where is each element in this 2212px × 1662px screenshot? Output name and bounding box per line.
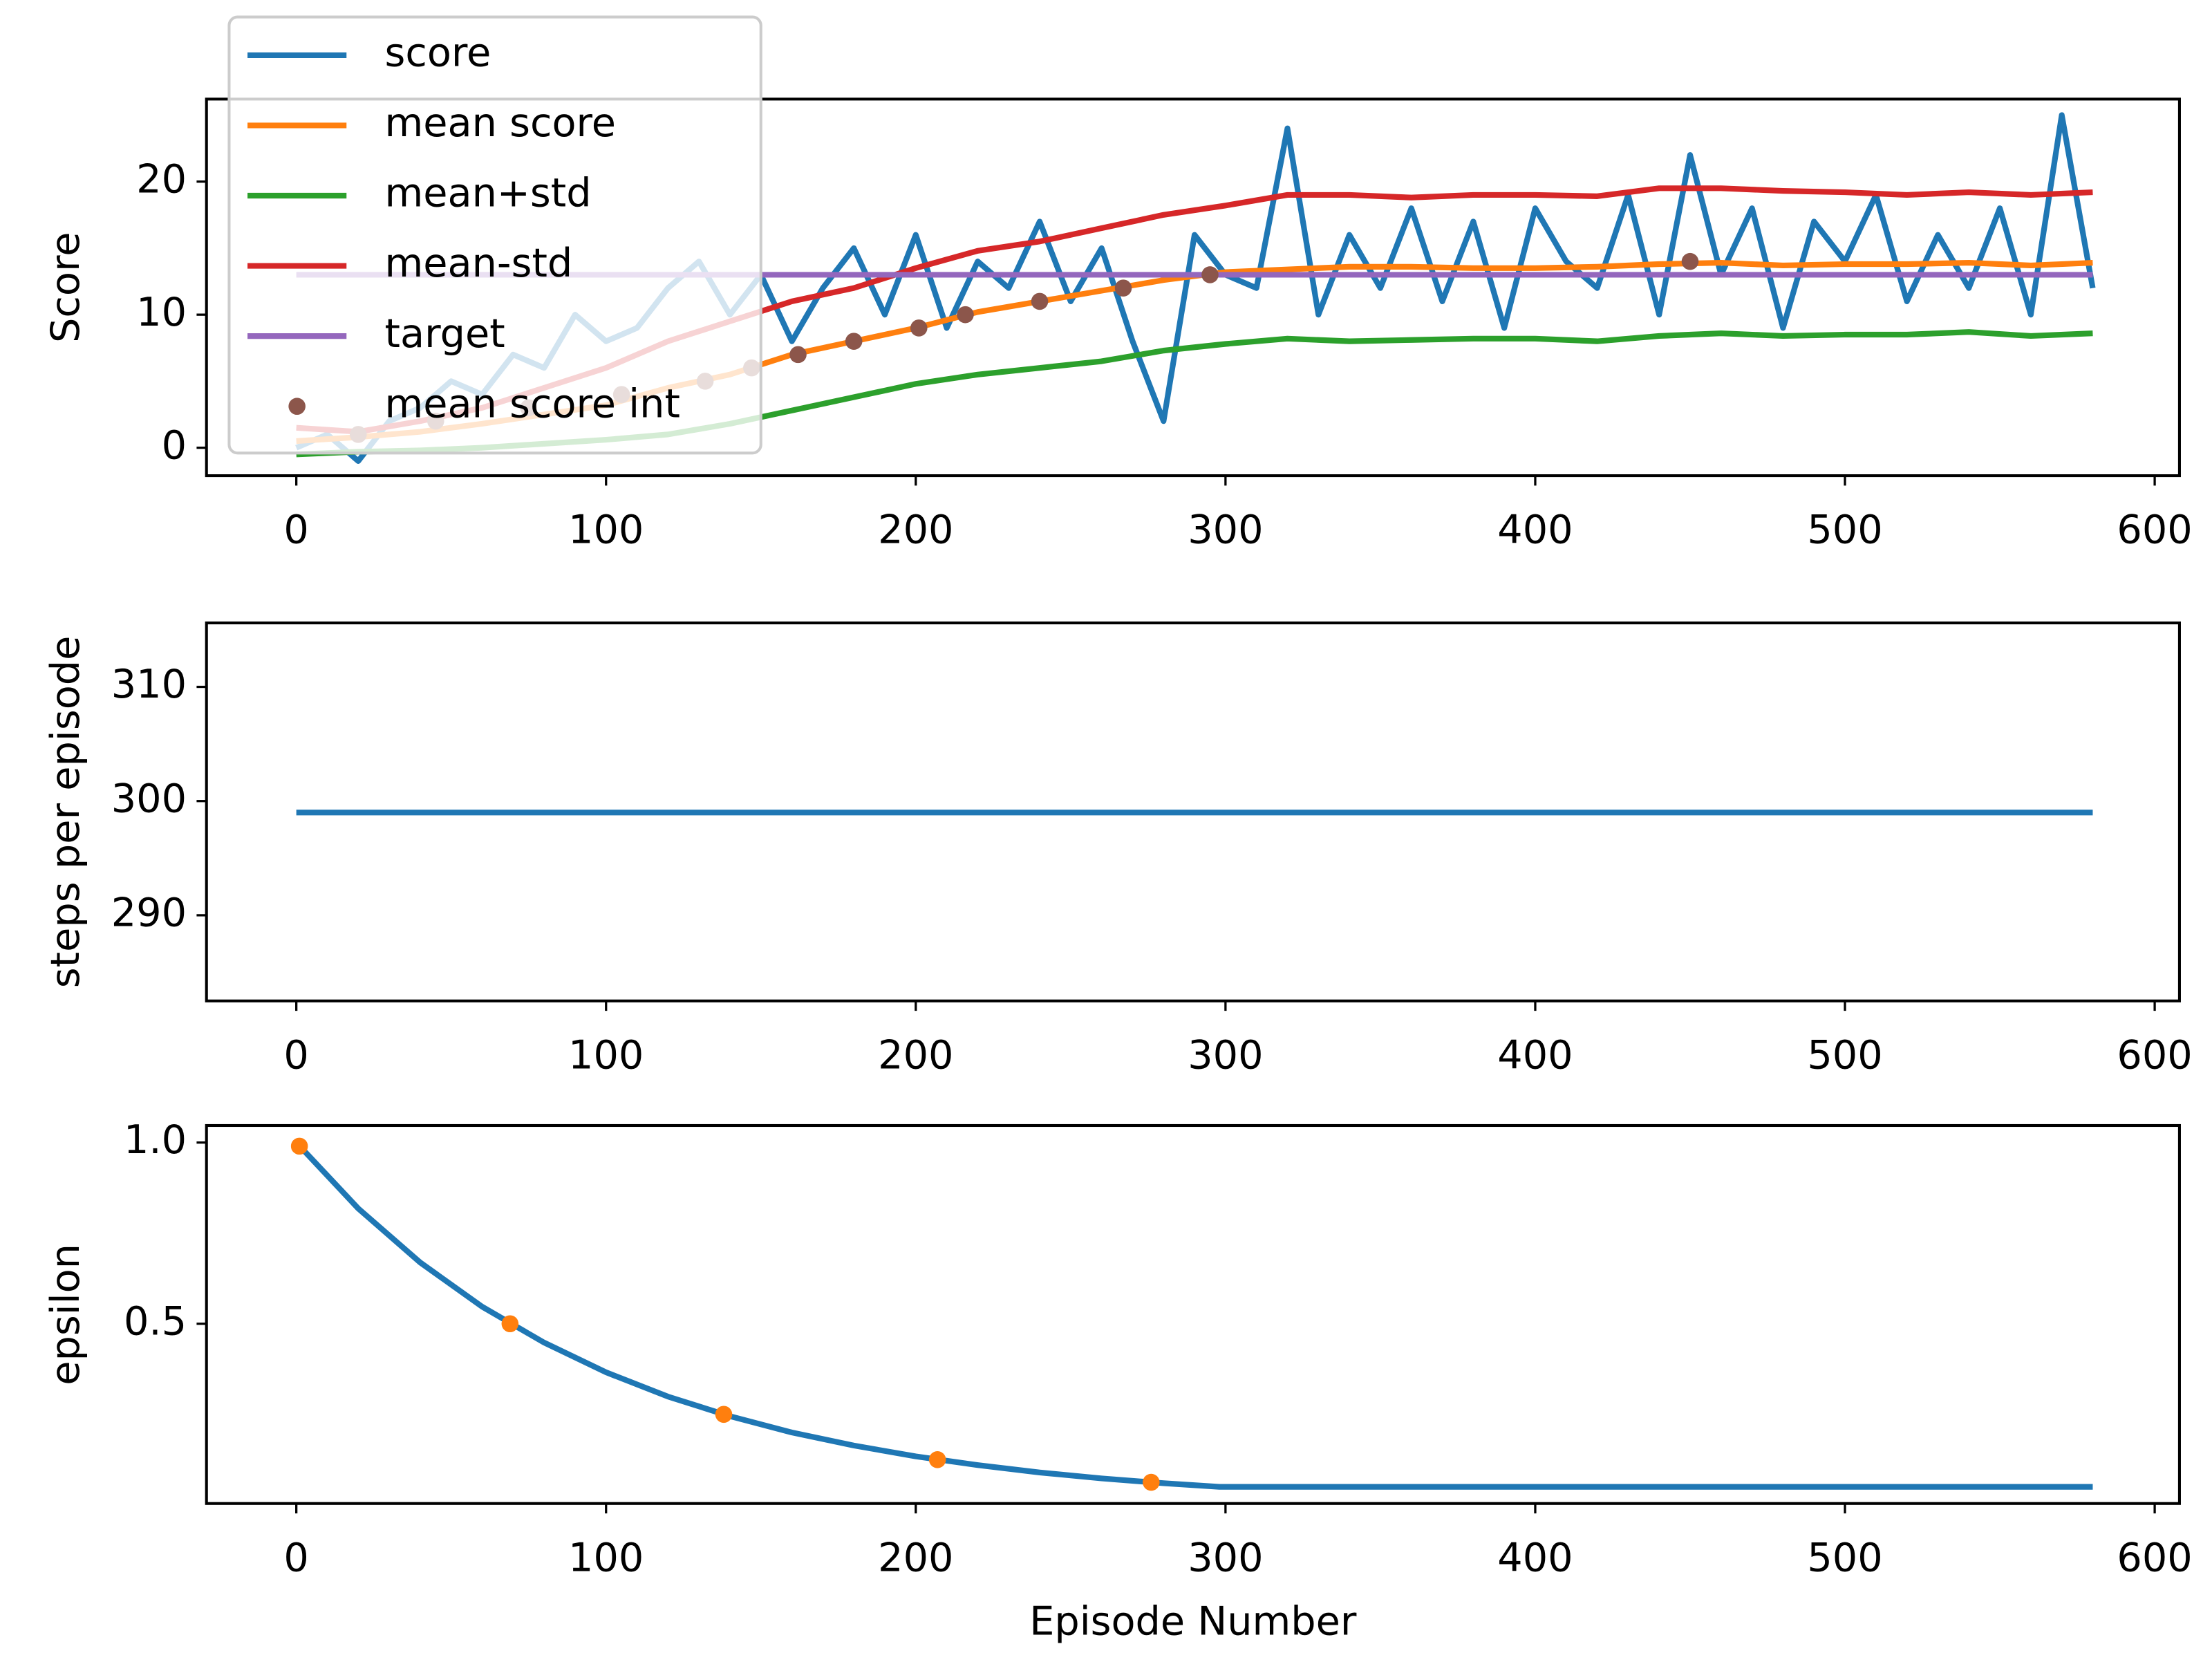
point <box>501 1315 519 1333</box>
x-tick-label: 100 <box>568 507 644 553</box>
y-tick-label: 300 <box>111 775 187 821</box>
x-tick-label: 400 <box>1497 1031 1573 1078</box>
legend-label: mean score int <box>385 380 680 427</box>
legend-box <box>227 15 762 455</box>
x-tick-label: 200 <box>878 1031 953 1078</box>
x-tick-label: 200 <box>878 1534 953 1580</box>
y-tick-label: 290 <box>111 890 187 936</box>
axes-frame <box>205 1123 2181 1505</box>
y-tick-label: 310 <box>111 661 187 707</box>
legend-label: mean+std <box>385 170 592 216</box>
point <box>1031 292 1049 310</box>
y-tick-label: 0.5 <box>124 1298 187 1344</box>
legend-marker <box>288 398 306 415</box>
point <box>1143 1473 1160 1491</box>
x-tick-label: 500 <box>1807 1534 1882 1580</box>
y-axis-label: steps per episode <box>42 636 88 989</box>
x-tick-label: 300 <box>1188 507 1263 553</box>
x-tick-label: 600 <box>2117 1534 2192 1580</box>
point <box>845 333 863 350</box>
point <box>910 319 928 337</box>
x-tick-label: 300 <box>1188 1534 1263 1580</box>
point <box>1201 266 1219 283</box>
x-tick-label: 0 <box>283 507 308 553</box>
x-tick-label: 200 <box>878 507 953 553</box>
x-tick-label: 0 <box>283 1534 308 1580</box>
point <box>290 1137 308 1155</box>
x-tick-label: 600 <box>2117 1031 2192 1078</box>
x-tick-label: 100 <box>568 1031 644 1078</box>
axes-frame <box>205 97 2181 478</box>
point <box>715 1406 733 1423</box>
point <box>1114 279 1132 297</box>
y-tick-label: 10 <box>136 289 187 335</box>
x-tick-label: 500 <box>1807 507 1882 553</box>
x-tick-label: 500 <box>1807 1031 1882 1078</box>
x-tick-label: 400 <box>1497 507 1573 553</box>
y-axis-label: epsilon <box>42 1244 88 1385</box>
x-tick-label: 300 <box>1188 1031 1263 1078</box>
point <box>1681 252 1699 270</box>
legend-label: mean score <box>385 100 617 146</box>
y-tick-label: 1.0 <box>124 1117 187 1163</box>
legend-label: target <box>385 310 505 357</box>
y-tick-label: 20 <box>136 156 187 202</box>
point <box>957 306 974 324</box>
x-tick-label: 0 <box>283 1031 308 1078</box>
point <box>928 1451 946 1468</box>
x-axis-label: Episode Number <box>1029 1598 1357 1644</box>
point <box>789 346 807 364</box>
series-line <box>294 1140 2093 1490</box>
x-tick-label: 100 <box>568 1534 644 1580</box>
legend-label: score <box>385 29 491 75</box>
axes-frame <box>205 621 2181 1002</box>
legend-label: mean-std <box>385 240 573 286</box>
x-tick-label: 400 <box>1497 1534 1573 1580</box>
x-tick-label: 600 <box>2117 507 2192 553</box>
y-axis-label: Score <box>42 232 88 343</box>
y-tick-label: 0 <box>162 422 187 468</box>
